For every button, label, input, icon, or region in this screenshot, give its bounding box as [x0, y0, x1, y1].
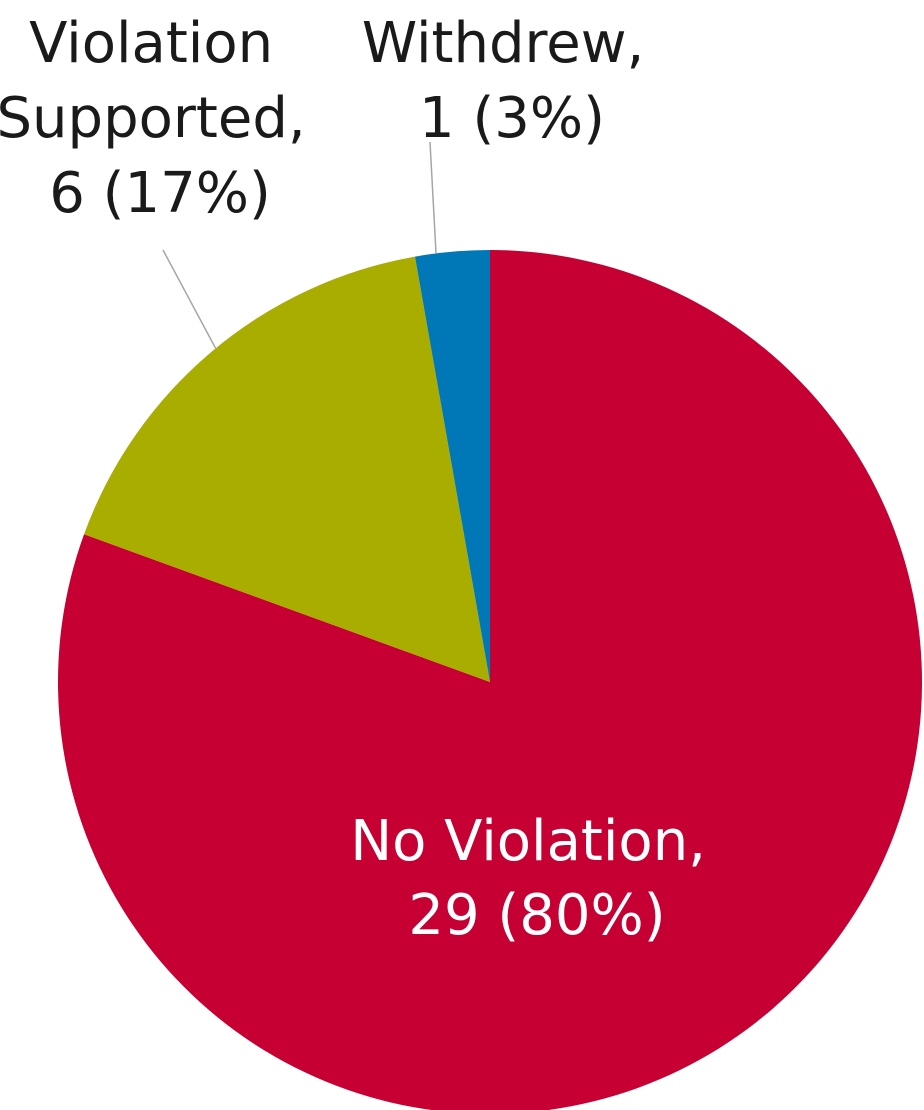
data-label-withdrew-line2: 1 (3%) — [419, 86, 605, 151]
data-label-no-violation-line2: 29 (80%) — [408, 883, 665, 948]
data-label-violation-supported-line3: 6 (17%) — [49, 161, 271, 226]
data-label-no-violation-line1: No Violation, — [350, 809, 706, 874]
data-label-violation-supported-line2: Supported, — [0, 86, 306, 151]
data-label-violation-supported: Violation Supported, 6 (17%) — [0, 11, 324, 226]
pie-slice-no-violation — [58, 250, 922, 1110]
pie-slice-violation-supported — [84, 256, 490, 682]
data-label-withdrew: Withdrew, 1 (3%) — [362, 11, 662, 151]
leader-line-violation-supported — [162, 249, 217, 350]
pie-slice-withdrew — [414, 250, 490, 682]
data-label-violation-supported-line1: Violation — [29, 11, 273, 76]
leader-line-withdrew — [429, 141, 437, 254]
data-label-no-violation: No Violation, 29 (80%) — [350, 809, 724, 948]
pie-slices — [58, 250, 922, 1110]
data-label-withdrew-line1: Withdrew, — [362, 11, 645, 76]
